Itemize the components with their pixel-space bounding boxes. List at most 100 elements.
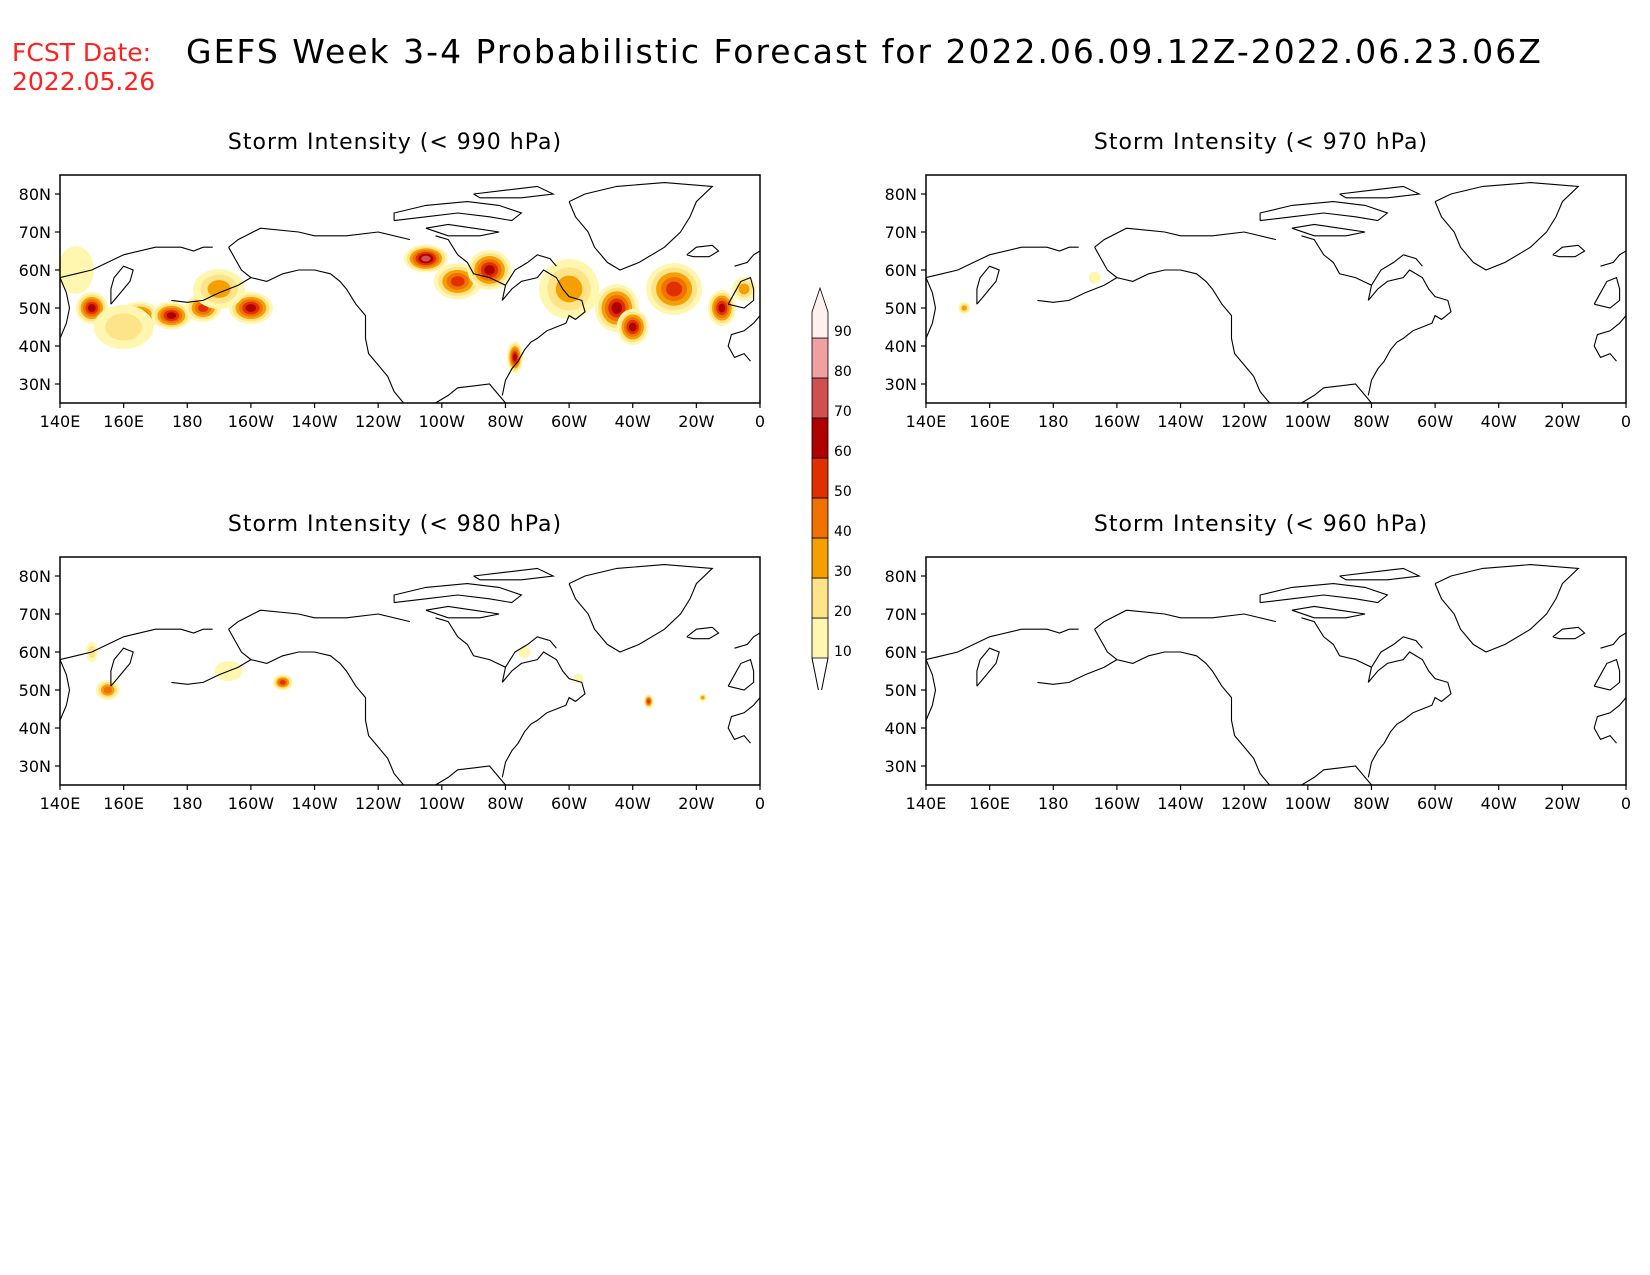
probability-blob bbox=[87, 304, 96, 312]
lon-tick-label: 120W bbox=[1221, 412, 1268, 430]
coastline bbox=[734, 250, 760, 267]
coastline bbox=[1094, 628, 1271, 785]
colorbar-label: 90 bbox=[834, 324, 852, 340]
lat-tick-label: 70N bbox=[19, 605, 51, 624]
coastline bbox=[393, 201, 523, 222]
coastline bbox=[505, 254, 557, 286]
coastline bbox=[1371, 254, 1423, 286]
lat-tick-label: 40N bbox=[885, 719, 917, 738]
coastline bbox=[60, 628, 213, 721]
coastline bbox=[228, 628, 405, 785]
probability-blob bbox=[611, 302, 623, 314]
lat-tick-label: 60N bbox=[885, 261, 917, 280]
lon-tick-label: 140W bbox=[291, 794, 338, 812]
lat-tick-label: 40N bbox=[19, 719, 51, 738]
probability-blob bbox=[1088, 271, 1101, 284]
coastline bbox=[1593, 658, 1621, 691]
lon-tick-label: 40W bbox=[1481, 794, 1517, 812]
coastline bbox=[110, 265, 134, 305]
lon-tick-label: 60W bbox=[1417, 412, 1453, 430]
lon-tick-label: 60W bbox=[1417, 794, 1453, 812]
probability-blob bbox=[647, 699, 651, 704]
lon-tick-label: 40W bbox=[1481, 412, 1517, 430]
lon-tick-label: 80W bbox=[487, 412, 523, 430]
lon-tick-label: 60W bbox=[551, 412, 587, 430]
coastline bbox=[1301, 383, 1372, 403]
coastline bbox=[686, 244, 720, 258]
lon-tick-label: 160W bbox=[1094, 412, 1141, 430]
lon-tick-label: 100W bbox=[419, 794, 466, 812]
coastline bbox=[686, 626, 720, 640]
lat-tick-label: 80N bbox=[885, 185, 917, 204]
lon-tick-label: 120W bbox=[1221, 794, 1268, 812]
probability-blob bbox=[718, 303, 726, 313]
lon-tick-label: 20W bbox=[678, 794, 714, 812]
coastline bbox=[60, 246, 213, 339]
lat-tick-label: 40N bbox=[885, 337, 917, 356]
coastline bbox=[228, 246, 405, 403]
coastline bbox=[1037, 277, 1118, 303]
colorbar-swatch bbox=[811, 537, 829, 579]
coastline bbox=[425, 605, 500, 619]
lon-tick-label: 60W bbox=[551, 794, 587, 812]
coastline bbox=[1552, 626, 1586, 640]
coastline bbox=[1094, 227, 1277, 248]
probability-blob bbox=[450, 276, 465, 287]
probability-blob bbox=[279, 680, 286, 685]
coastline bbox=[505, 636, 557, 668]
probability-blob bbox=[518, 646, 531, 658]
lon-tick-label: 100W bbox=[1285, 794, 1332, 812]
lat-tick-label: 70N bbox=[885, 223, 917, 242]
coastline-group bbox=[926, 564, 1626, 785]
probability-blob bbox=[666, 281, 683, 297]
colorbar-swatch bbox=[811, 577, 829, 619]
probability-blob bbox=[421, 255, 431, 262]
probability-colorbar: 10 20 30 40 50 60 70 80 90 bbox=[811, 286, 852, 690]
plot-frame bbox=[925, 556, 1627, 786]
colorbar-swatch bbox=[811, 457, 829, 499]
probability-blob bbox=[166, 312, 177, 319]
colorbar-label: 30 bbox=[834, 564, 852, 580]
probability-blob bbox=[245, 304, 257, 312]
lon-tick-label: 20W bbox=[1544, 412, 1580, 430]
fcst-date-label: FCST Date: bbox=[12, 38, 152, 67]
lon-tick-label: 0 bbox=[755, 794, 765, 812]
lon-tick-label: 160E bbox=[969, 794, 1010, 812]
coastline bbox=[171, 277, 252, 303]
probability-field bbox=[958, 271, 1101, 314]
lat-tick-label: 60N bbox=[885, 643, 917, 662]
lon-tick-label: 180 bbox=[172, 794, 203, 812]
map-panel-990: Storm Intensity (< 990 hPa) 140E 160E 180 1… bbox=[0, 130, 790, 430]
coastline bbox=[1552, 244, 1586, 258]
lat-tick-label: 30N bbox=[885, 757, 917, 776]
coastline bbox=[568, 564, 714, 653]
lon-tick-label: 0 bbox=[755, 412, 765, 430]
colorbar-label: 40 bbox=[834, 524, 852, 540]
coastline bbox=[1339, 567, 1422, 581]
lon-tick-label: 0 bbox=[1621, 794, 1631, 812]
coastline bbox=[435, 765, 506, 785]
lat-tick-label: 30N bbox=[19, 757, 51, 776]
coastline bbox=[727, 315, 760, 362]
coastline bbox=[1371, 636, 1423, 668]
plot-frame bbox=[925, 174, 1627, 404]
lat-tick-label: 50N bbox=[19, 299, 51, 318]
coastline bbox=[734, 632, 760, 649]
plot-frame bbox=[59, 556, 761, 786]
coastline bbox=[727, 697, 760, 744]
lon-tick-label: 20W bbox=[678, 412, 714, 430]
coastline bbox=[435, 235, 586, 396]
coastline bbox=[926, 628, 1079, 721]
coastline bbox=[976, 265, 1000, 305]
colorbar-swatch bbox=[811, 286, 829, 339]
coastline bbox=[1600, 250, 1626, 267]
panel-title: Storm Intensity (< 980 hPa) bbox=[227, 512, 563, 537]
probability-blob bbox=[207, 280, 231, 298]
coastline bbox=[1037, 659, 1118, 685]
coastline bbox=[425, 223, 500, 237]
coastline bbox=[568, 182, 714, 271]
coastline bbox=[1291, 605, 1366, 619]
coastline bbox=[473, 185, 556, 199]
lon-tick-label: 140W bbox=[291, 412, 338, 430]
coastline bbox=[1301, 235, 1452, 396]
